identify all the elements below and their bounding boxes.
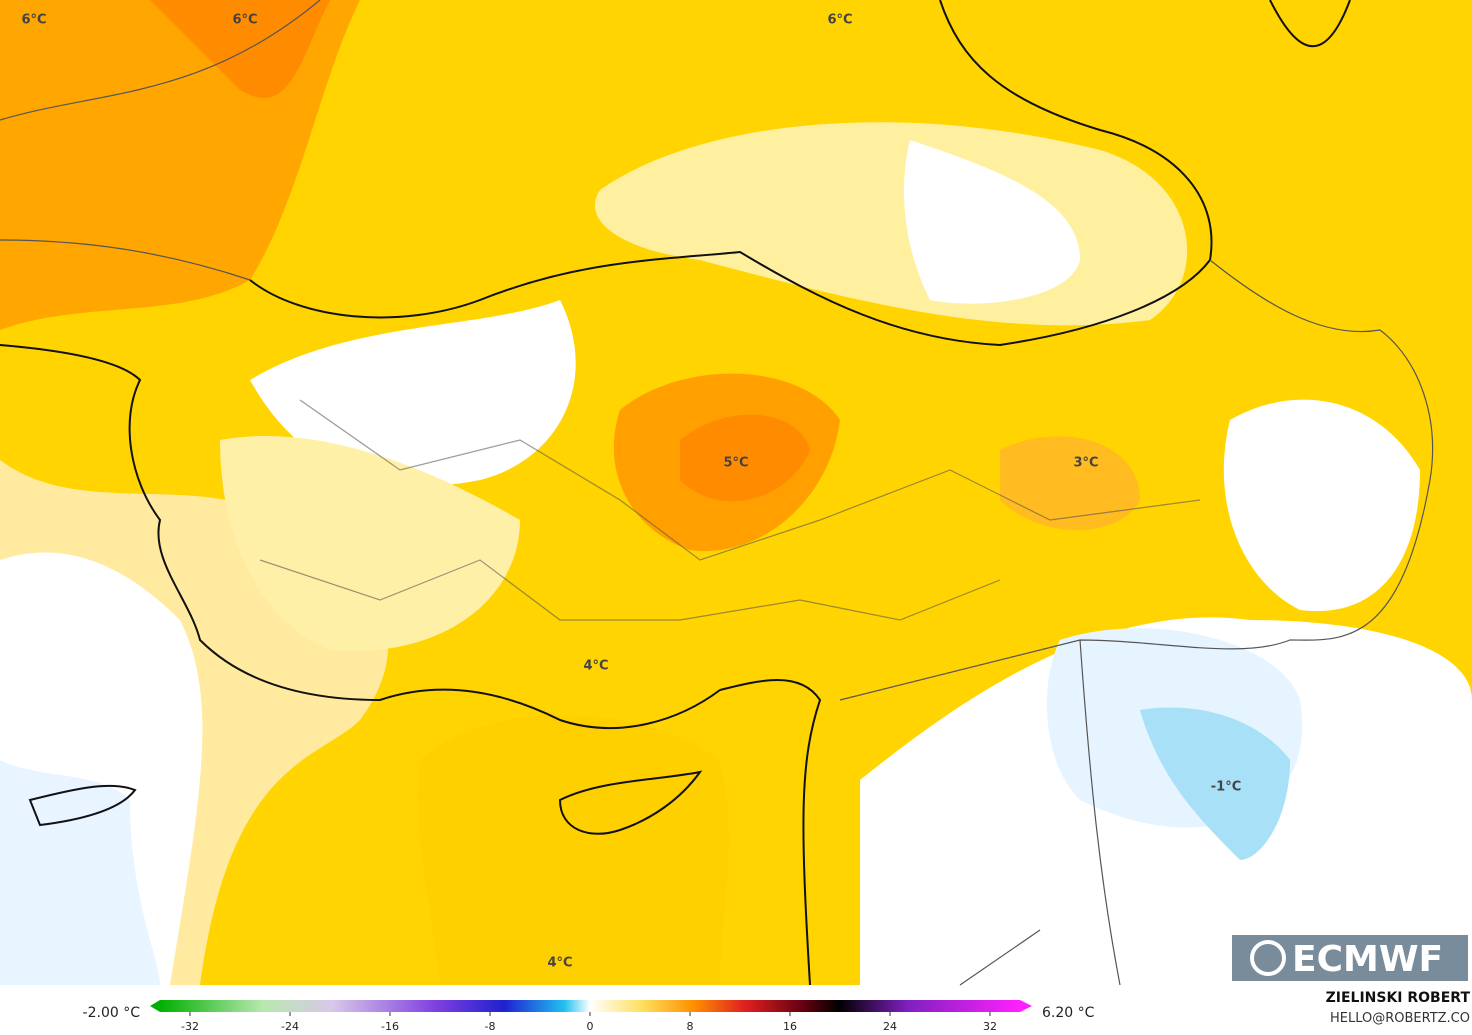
border [1209,259,1434,481]
colorbar-tick-label: 32 [983,1020,997,1033]
temperature-label: -1°C [1211,780,1241,795]
border [839,479,1431,701]
cold-zone [1140,707,1290,860]
coastlines [0,0,1351,986]
mild-zone [220,436,520,652]
coastline [249,0,1213,347]
legend-max: 6.20 °C [1042,1005,1095,1021]
colorbar-tick-label: 16 [783,1020,797,1033]
colorbar-end [1020,1000,1032,1012]
colorbar-tick-label: -24 [281,1020,299,1033]
temperature-label: 4°C [547,956,572,971]
colorbar-tick-label: 8 [687,1020,694,1033]
cool-zone [1223,399,1420,612]
legend-min: -2.00 °C [83,1005,141,1021]
border [1079,639,1121,986]
cold-zone [0,760,160,985]
temperature-label: 4°C [583,659,608,674]
colorbar-tick-label: 24 [883,1020,897,1033]
coastline [28,784,137,827]
colorbar: -2.00 °C -32 -24 -16 -8 0 8 16 24 32 6.20 °C ZIE… [83,990,1471,1033]
warm-zone [150,0,330,98]
border [0,239,251,281]
colorbar-tick-label: -16 [381,1020,399,1033]
cool-zone [250,300,576,486]
temperature-label: 6°C [21,13,46,28]
credit-author: ZIELINSKI ROBERT [1326,990,1471,1006]
warm-zone [680,414,810,502]
colorbar-end [150,1000,160,1012]
temperature-label: 6°C [827,13,852,28]
colorbar-tick-label: -32 [181,1020,199,1033]
coastline [558,770,703,835]
warm-zone [417,715,729,985]
warm-zone [1000,436,1140,530]
temperature-label: 5°C [723,456,748,471]
ecmwf-logo: ECMWF [1232,935,1468,981]
temperature-label: 6°C [232,13,257,28]
logo-icon [1250,940,1286,976]
colorbar-tick-label: 0 [587,1020,594,1033]
colorbar-tick-label: -8 [485,1020,496,1033]
border [0,0,321,121]
border [259,559,1001,621]
credit-contact: HELLO@ROBERTZ.CO [1330,1011,1470,1026]
colorbar-ticks: -32 -24 -16 -8 0 8 16 24 32 [181,1012,997,1033]
cool-zone [904,140,1080,304]
map-labels: 6°C 6°C 6°C 5°C 3°C 4°C 4°C -1°C [21,13,1241,971]
logo-text: ECMWF [1292,939,1443,980]
border [299,399,1201,561]
border [959,929,1041,986]
temperature-label: 3°C [1073,456,1098,471]
coastline [0,344,822,986]
map [0,0,1472,985]
colorbar-scale [160,1000,1020,1012]
borders [0,0,1434,986]
coastline [1269,0,1351,48]
